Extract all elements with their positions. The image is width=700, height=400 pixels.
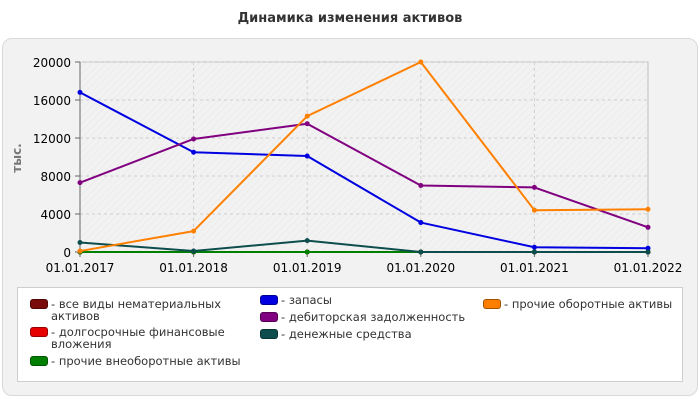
data-point [191, 149, 197, 155]
data-point [304, 113, 310, 119]
legend-item[interactable]: - прочие оборотные активы [483, 298, 679, 310]
x-tick-labels: 01.01.2017 01.01.2018 01.01.2019 01.01.2020… [46, 261, 683, 275]
data-point [191, 136, 197, 142]
x-tick-label: 01.01.2022 [614, 261, 683, 275]
data-point [77, 180, 83, 186]
legend-label: - все виды нематериальных активов [51, 297, 222, 323]
data-point [531, 249, 537, 255]
legend-swatch [30, 299, 48, 309]
x-tick-label: 01.01.2021 [500, 261, 569, 275]
data-point [645, 245, 651, 251]
data-point [77, 240, 83, 245]
x-tick-label: 01.01.2019 [273, 261, 342, 275]
data-point [304, 121, 310, 127]
y-axis-label: тыс. [10, 143, 24, 172]
legend-swatch [30, 327, 48, 337]
legend-item[interactable]: - долгосрочные финансовые вложения [30, 326, 252, 350]
data-point [531, 207, 537, 213]
data-point [304, 238, 310, 244]
data-point [418, 249, 424, 255]
x-tick-label: 01.01.2017 [46, 261, 115, 275]
legend-label: - прочие оборотные активы [504, 297, 673, 311]
legend-label: - прочие внеоборотные активы [51, 354, 241, 368]
x-tick-label: 01.01.2020 [386, 261, 455, 275]
y-tick-label: 0 [63, 246, 71, 260]
plot-area [79, 61, 649, 253]
legend-label: - денежные средства [281, 327, 412, 341]
data-point [531, 184, 537, 190]
y-tick-label: 20000 [33, 56, 71, 70]
legend-item[interactable]: - все виды нематериальных активов [30, 298, 252, 322]
legend-label: - долгосрочные финансовые вложения [51, 325, 225, 351]
data-point [77, 89, 83, 95]
data-point [418, 220, 424, 226]
data-point [645, 224, 651, 230]
data-point [77, 248, 83, 254]
legend-swatch [483, 299, 501, 309]
y-tick-label: 8000 [40, 170, 71, 184]
series-lines [77, 59, 651, 255]
legend-item[interactable]: - денежные средства [260, 328, 480, 340]
chart-title: Динамика изменения активов [237, 11, 463, 26]
data-point [645, 206, 651, 212]
legend: - все виды нематериальных активов - долг… [17, 287, 683, 382]
data-point [191, 228, 197, 234]
data-point [191, 248, 197, 254]
legend-swatch [260, 312, 278, 322]
y-tick-label: 16000 [33, 94, 71, 108]
y-tick-labels: 0 4000 8000 12000 16000 20000 [33, 56, 71, 260]
legend-label: - запасы [281, 293, 332, 307]
legend-item[interactable]: - запасы [260, 294, 480, 306]
legend-swatch [30, 356, 48, 366]
series-line-3 [79, 91, 649, 250]
legend-swatch [260, 295, 278, 305]
legend-swatch [260, 329, 278, 339]
legend-label: - дебиторская задолженность [281, 310, 466, 324]
x-tick-label: 01.01.2018 [159, 261, 228, 275]
y-tick-label: 4000 [40, 208, 71, 222]
series-line-5 [79, 239, 648, 253]
data-point [531, 244, 537, 250]
data-point [304, 153, 310, 159]
data-point [304, 249, 310, 255]
data-point [645, 249, 651, 255]
series-line-4 [79, 122, 649, 229]
legend-item[interactable]: - прочие внеоборотные активы [30, 355, 260, 367]
series-line-6 [79, 61, 649, 253]
data-point [418, 183, 424, 188]
y-tick-label: 12000 [33, 132, 71, 146]
data-point [418, 59, 424, 65]
legend-item[interactable]: - дебиторская задолженность [260, 311, 480, 323]
